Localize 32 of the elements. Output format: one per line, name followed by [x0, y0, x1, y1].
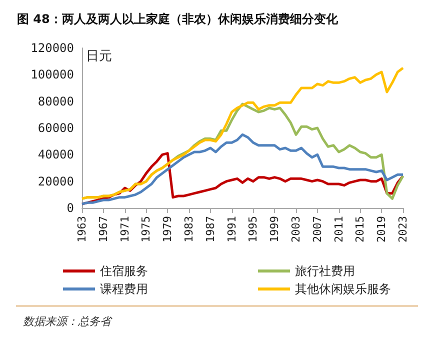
- x-tick-label: 1991: [225, 216, 238, 242]
- legend-label: 旅行社费用: [295, 264, 355, 278]
- x-tick-label: 2019: [375, 216, 388, 242]
- x-tick-label: 1987: [204, 216, 217, 242]
- x-tick-label: 1995: [246, 216, 260, 242]
- y-tick-label: 80000: [38, 94, 74, 108]
- legend-label: 课程费用: [100, 282, 148, 296]
- x-tick-label: 1979: [161, 216, 174, 242]
- y-tick-label: 120000: [30, 41, 74, 55]
- y-tick-label: 20000: [38, 174, 74, 188]
- x-tick-label: 2023: [396, 216, 410, 242]
- x-tick-label: 1999: [268, 216, 282, 242]
- y-tick-label: 0: [66, 201, 74, 215]
- y-axis-title: 日元: [86, 49, 112, 64]
- x-tick-label: 2003: [290, 216, 302, 242]
- chart-title: 图 48：两人及两人以上家庭（非农）休闲娱乐消费细分变化: [17, 12, 339, 26]
- y-tick-label: 40000: [38, 148, 74, 162]
- x-tick-label: 1971: [118, 216, 132, 242]
- source-note: 数据来源：总务省: [23, 315, 113, 328]
- x-tick-label: 2015: [354, 216, 367, 242]
- x-tick-label: 1975: [140, 216, 153, 242]
- legend-label: 住宿服务: [99, 264, 148, 278]
- x-tick-label: 1967: [96, 216, 110, 242]
- y-tick-label: 60000: [38, 121, 74, 135]
- legend-label: 其他休闲娱乐服务: [295, 282, 391, 296]
- line-series: [80, 133, 404, 206]
- x-tick-label: 2007: [310, 216, 324, 242]
- y-tick-label: 100000: [30, 68, 74, 82]
- x-tick-label: 1983: [182, 216, 196, 242]
- x-tick-label: 1963: [76, 216, 88, 242]
- line-series: [80, 66, 404, 200]
- x-tick-label: 2011: [332, 216, 346, 242]
